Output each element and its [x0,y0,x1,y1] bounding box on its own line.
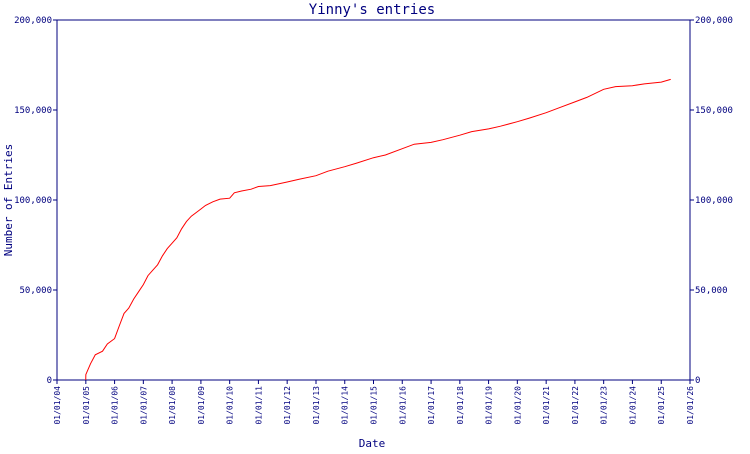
x-tick-label: 01/01/15 [370,386,379,425]
x-tick-label: 01/01/11 [254,386,263,425]
x-tick-label: 01/01/17 [427,386,436,425]
y-axis-left: 0 50,000 100,000 150,000 200,000 [14,16,57,386]
y-tick-label-right: 100,000 [695,196,733,206]
y-tick-label-left: 100,000 [14,196,52,206]
y-tick-label-left: 0 [47,376,52,386]
x-tick-label: 01/01/04 [53,386,62,425]
y-tick-label-left: 150,000 [14,106,52,116]
x-tick-label: 01/01/10 [226,386,235,425]
series-line-entries [85,78,671,381]
y-tick-label-right: 0 [695,376,700,386]
x-tick-label: 01/01/12 [283,386,292,425]
y-tick-label-right: 200,000 [695,16,733,26]
x-tick-label: 01/01/14 [341,386,350,425]
x-tick-label: 01/01/05 [82,386,91,425]
x-tick-label: 01/01/22 [571,386,580,425]
chart-title: Yinny's entries [309,2,435,18]
y-tick-label-right: 50,000 [695,286,728,296]
x-tick-label: 01/01/06 [111,386,120,425]
x-tick-label: 01/01/25 [657,386,666,425]
y-tick-label-left: 200,000 [14,16,52,26]
x-tick-label: 01/01/26 [686,386,695,425]
y-axis-right: 0 50,000 100,000 150,000 200,000 [690,16,733,386]
x-tick-label: 01/01/21 [542,386,551,425]
x-tick-label: 01/01/23 [600,386,609,425]
x-tick-label: 01/01/13 [312,386,321,425]
x-tick-label: 01/01/07 [139,386,148,425]
y-tick-label-right: 150,000 [695,106,733,116]
x-tick-label: 01/01/09 [197,386,206,425]
x-tick-label: 01/01/24 [628,386,637,425]
x-tick-label: 01/01/18 [456,386,465,425]
y-axis-label: Number of Entries [2,144,15,257]
x-tick-label: 01/01/16 [398,386,407,425]
x-tick-label: 01/01/08 [168,386,177,425]
y-tick-label-left: 50,000 [19,286,52,296]
x-axis-label: Date [359,437,386,450]
x-tick-label: 01/01/20 [513,386,522,425]
x-tick-label: 01/01/19 [485,386,494,425]
x-axis: 01/01/04 01/01/05 01/01/06 01/01/07 01/01/08… [53,380,695,425]
